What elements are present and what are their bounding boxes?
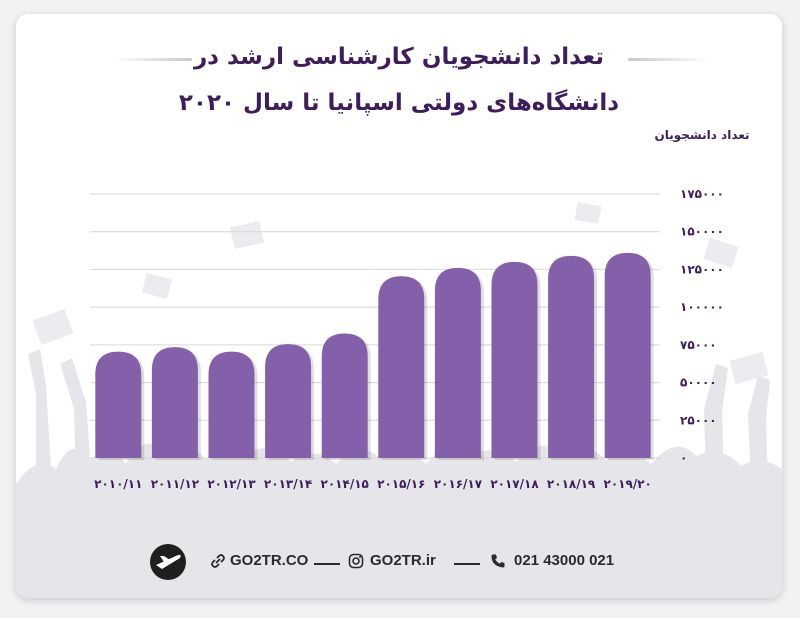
- x-tick-label: ۲۰۱۳/۱۴: [264, 477, 312, 491]
- title-decoration-left: [112, 58, 192, 61]
- bar-2: [208, 351, 255, 458]
- footer-separator: [454, 563, 480, 565]
- link-icon: [211, 554, 225, 568]
- y-tick-label: ۱۰۰۰۰۰: [680, 300, 724, 314]
- y-tick-label: ۱۵۰۰۰۰: [680, 225, 724, 239]
- y-tick-label: ۱۷۵۰۰۰: [680, 187, 724, 201]
- chart-card: تعداد دانشجویان کارشناسی ارشد در دانشگاه…: [16, 14, 782, 598]
- x-tick-label: ۲۰۱۲/۱۳: [207, 477, 256, 491]
- x-tick-label: ۲۰۱۴/۱۵: [321, 477, 369, 491]
- bar-5: [378, 276, 425, 458]
- graduation-crowd-background: [16, 202, 782, 598]
- y-tick-label: ۰: [680, 451, 687, 465]
- instagram-handle[interactable]: GO2TR.ir: [370, 552, 436, 569]
- y-tick-label: ۲۵۰۰۰: [680, 413, 717, 427]
- bar-chart: ۰ ۲۵۰۰۰ ۵۰۰۰۰ ۷۵۰۰۰ ۱۰۰۰۰۰ ۱۲۵۰۰۰ ۱۵۰۰۰۰ ۱۷۵۰۰۰…: [90, 187, 724, 491]
- footer: GO2TR.CO GO2TR.ir 021 43000 021: [16, 542, 782, 582]
- airplane-logo-icon: [150, 544, 186, 580]
- x-tick-label: ۲۰۱۹/۲۰: [604, 477, 652, 491]
- phone-number[interactable]: 021 43000 021: [514, 552, 615, 569]
- bar-0: [95, 351, 142, 458]
- x-tick-label: ۲۰۱۷/۱۸: [490, 477, 539, 491]
- x-tick-label: ۲۰۱۶/۱۷: [434, 477, 483, 491]
- y-axis-label: تعداد دانشجویان: [654, 128, 750, 142]
- website-link[interactable]: GO2TR.CO: [230, 552, 309, 569]
- bar-1: [151, 347, 198, 458]
- chart-title-line-2: دانشگاه‌های دولتی اسپانیا تا سال ۲۰۲۰: [178, 90, 620, 116]
- bar-7: [491, 261, 538, 458]
- x-tick-label: ۲۰۱۰/۱۱: [94, 477, 142, 491]
- y-tick-label: ۷۵۰۰۰: [680, 338, 717, 352]
- x-tick-label: ۲۰۱۸/۱۹: [547, 477, 596, 491]
- x-tick-label: ۲۰۱۱/۱۲: [151, 477, 200, 491]
- instagram-icon: [348, 553, 364, 569]
- phone-icon: [491, 554, 505, 568]
- title-decoration-right: [628, 58, 708, 61]
- y-tick-label: ۵۰۰۰۰: [680, 376, 717, 390]
- chart-title-line-1: تعداد دانشجویان کارشناسی ارشد در: [193, 44, 605, 70]
- bar-4: [321, 333, 368, 458]
- bar-3: [265, 344, 312, 458]
- bar-9: [604, 252, 651, 458]
- bar-6: [434, 267, 481, 458]
- x-tick-label: ۲۰۱۵/۱۶: [377, 477, 425, 491]
- footer-separator: [314, 563, 340, 565]
- y-tick-label: ۱۲۵۰۰۰: [680, 262, 724, 276]
- bar-8: [548, 255, 595, 458]
